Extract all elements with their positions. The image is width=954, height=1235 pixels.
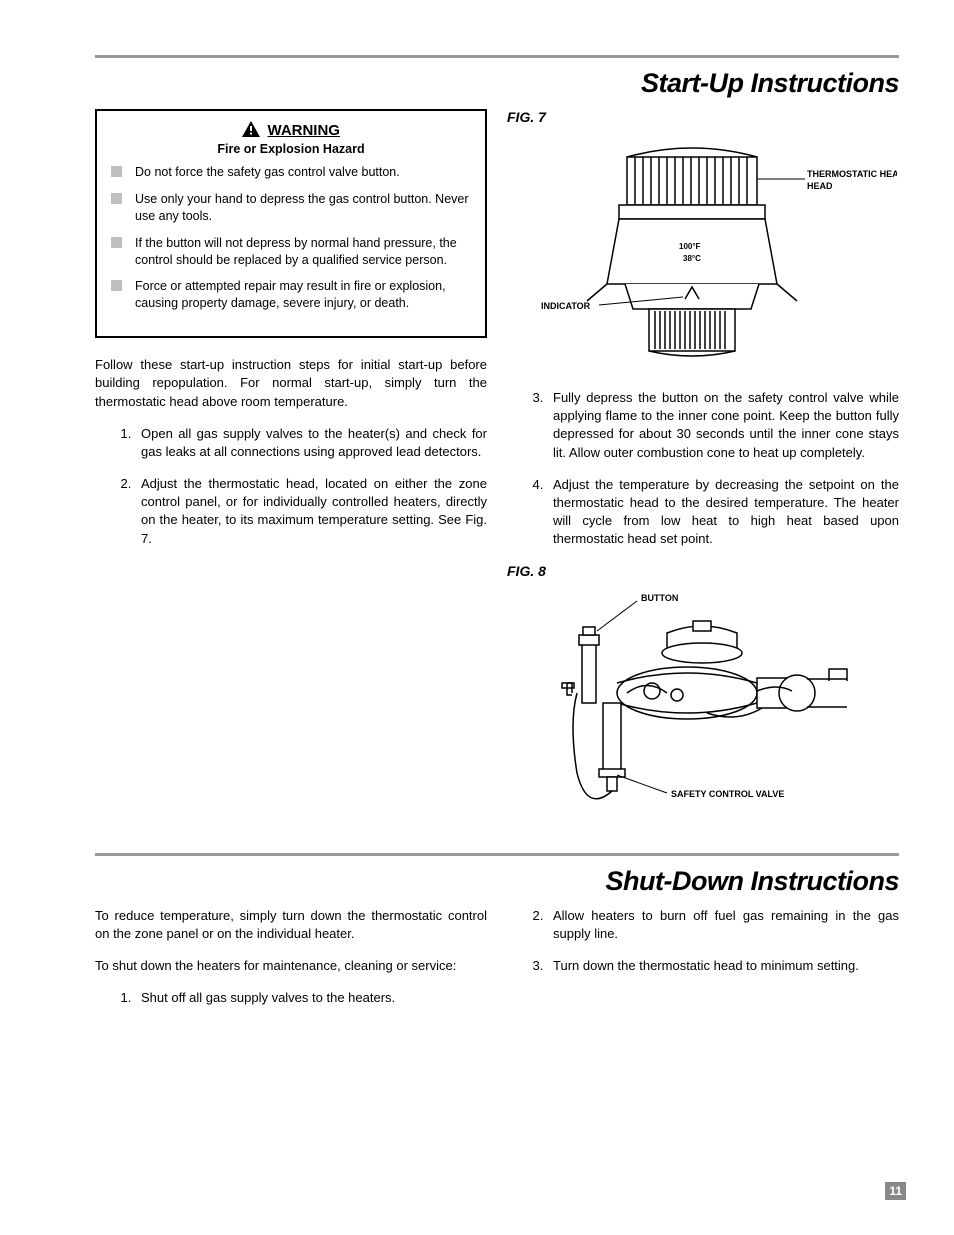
warning-sub: Fire or Explosion Hazard — [107, 142, 475, 156]
startup-steps-left: Open all gas supply valves to the heater… — [95, 425, 487, 548]
startup-intro: Follow these start-up instruction steps … — [95, 356, 487, 411]
warning-item: Use only your hand to depress the gas co… — [107, 191, 475, 225]
section-title-shutdown: Shut-Down Instructions — [95, 866, 899, 897]
shutdown-columns: To reduce temperature, simply turn down … — [95, 907, 899, 1022]
section-title-startup: Start-Up Instructions — [95, 68, 899, 99]
step-item: Turn down the thermostatic head to minim… — [547, 957, 899, 975]
fig7-diagram: THERMOSTATIC HEAD HEAD INDICATOR 100°F 3… — [507, 129, 897, 379]
warning-item: Do not force the safety gas control valv… — [107, 164, 475, 181]
warning-item: If the button will not depress by normal… — [107, 235, 475, 269]
fig7-thermo-label: THERMOSTATIC HEAD — [807, 169, 897, 179]
fig8-valve-label: SAFETY CONTROL VALVE — [671, 789, 784, 799]
shutdown-steps-left: Shut off all gas supply valves to the he… — [95, 989, 487, 1007]
warning-item: Force or attempted repair may result in … — [107, 278, 475, 312]
warning-list: Do not force the safety gas control valv… — [107, 164, 475, 312]
warning-word: WARNING — [267, 122, 340, 139]
fig7-indicator-label: INDICATOR — [541, 301, 591, 311]
step-item: Shut off all gas supply valves to the he… — [135, 989, 487, 1007]
startup-left-col: WARNING Fire or Explosion Hazard Do not … — [95, 109, 487, 823]
fig8-button-label: BUTTON — [641, 593, 678, 603]
shutdown-right-col: Allow heaters to burn off fuel gas remai… — [507, 907, 899, 1022]
step-item: Adjust the temperature by decreasing the… — [547, 476, 899, 549]
step-item: Fully depress the button on the safety c… — [547, 389, 899, 462]
step-item: Adjust the thermostatic head, located on… — [135, 475, 487, 548]
step-item: Open all gas supply valves to the heater… — [135, 425, 487, 461]
startup-columns: WARNING Fire or Explosion Hazard Do not … — [95, 109, 899, 823]
top-rule — [95, 55, 899, 58]
fig8-diagram: BUTTON SAFETY CONTROL VALVE — [507, 583, 897, 823]
warning-box: WARNING Fire or Explosion Hazard Do not … — [95, 109, 487, 338]
shutdown-intro1: To reduce temperature, simply turn down … — [95, 907, 487, 943]
startup-right-col: FIG. 7 — [507, 109, 899, 823]
fig7-label: FIG. 7 — [507, 109, 899, 125]
shutdown-steps-right: Allow heaters to burn off fuel gas remai… — [507, 907, 899, 976]
mid-rule — [95, 853, 899, 856]
fig7-thermo-label2: HEAD — [807, 181, 833, 191]
shutdown-intro2: To shut down the heaters for maintenance… — [95, 957, 487, 975]
startup-steps-right: Fully depress the button on the safety c… — [507, 389, 899, 549]
page-number: 11 — [885, 1182, 906, 1200]
step-item: Allow heaters to burn off fuel gas remai… — [547, 907, 899, 943]
warning-triangle-icon — [242, 121, 260, 140]
warning-header: WARNING Fire or Explosion Hazard — [107, 121, 475, 156]
fig7-temp-c: 38°C — [683, 254, 701, 263]
shutdown-left-col: To reduce temperature, simply turn down … — [95, 907, 487, 1022]
fig7-temp-f: 100°F — [679, 242, 701, 251]
fig8-label: FIG. 8 — [507, 563, 899, 579]
